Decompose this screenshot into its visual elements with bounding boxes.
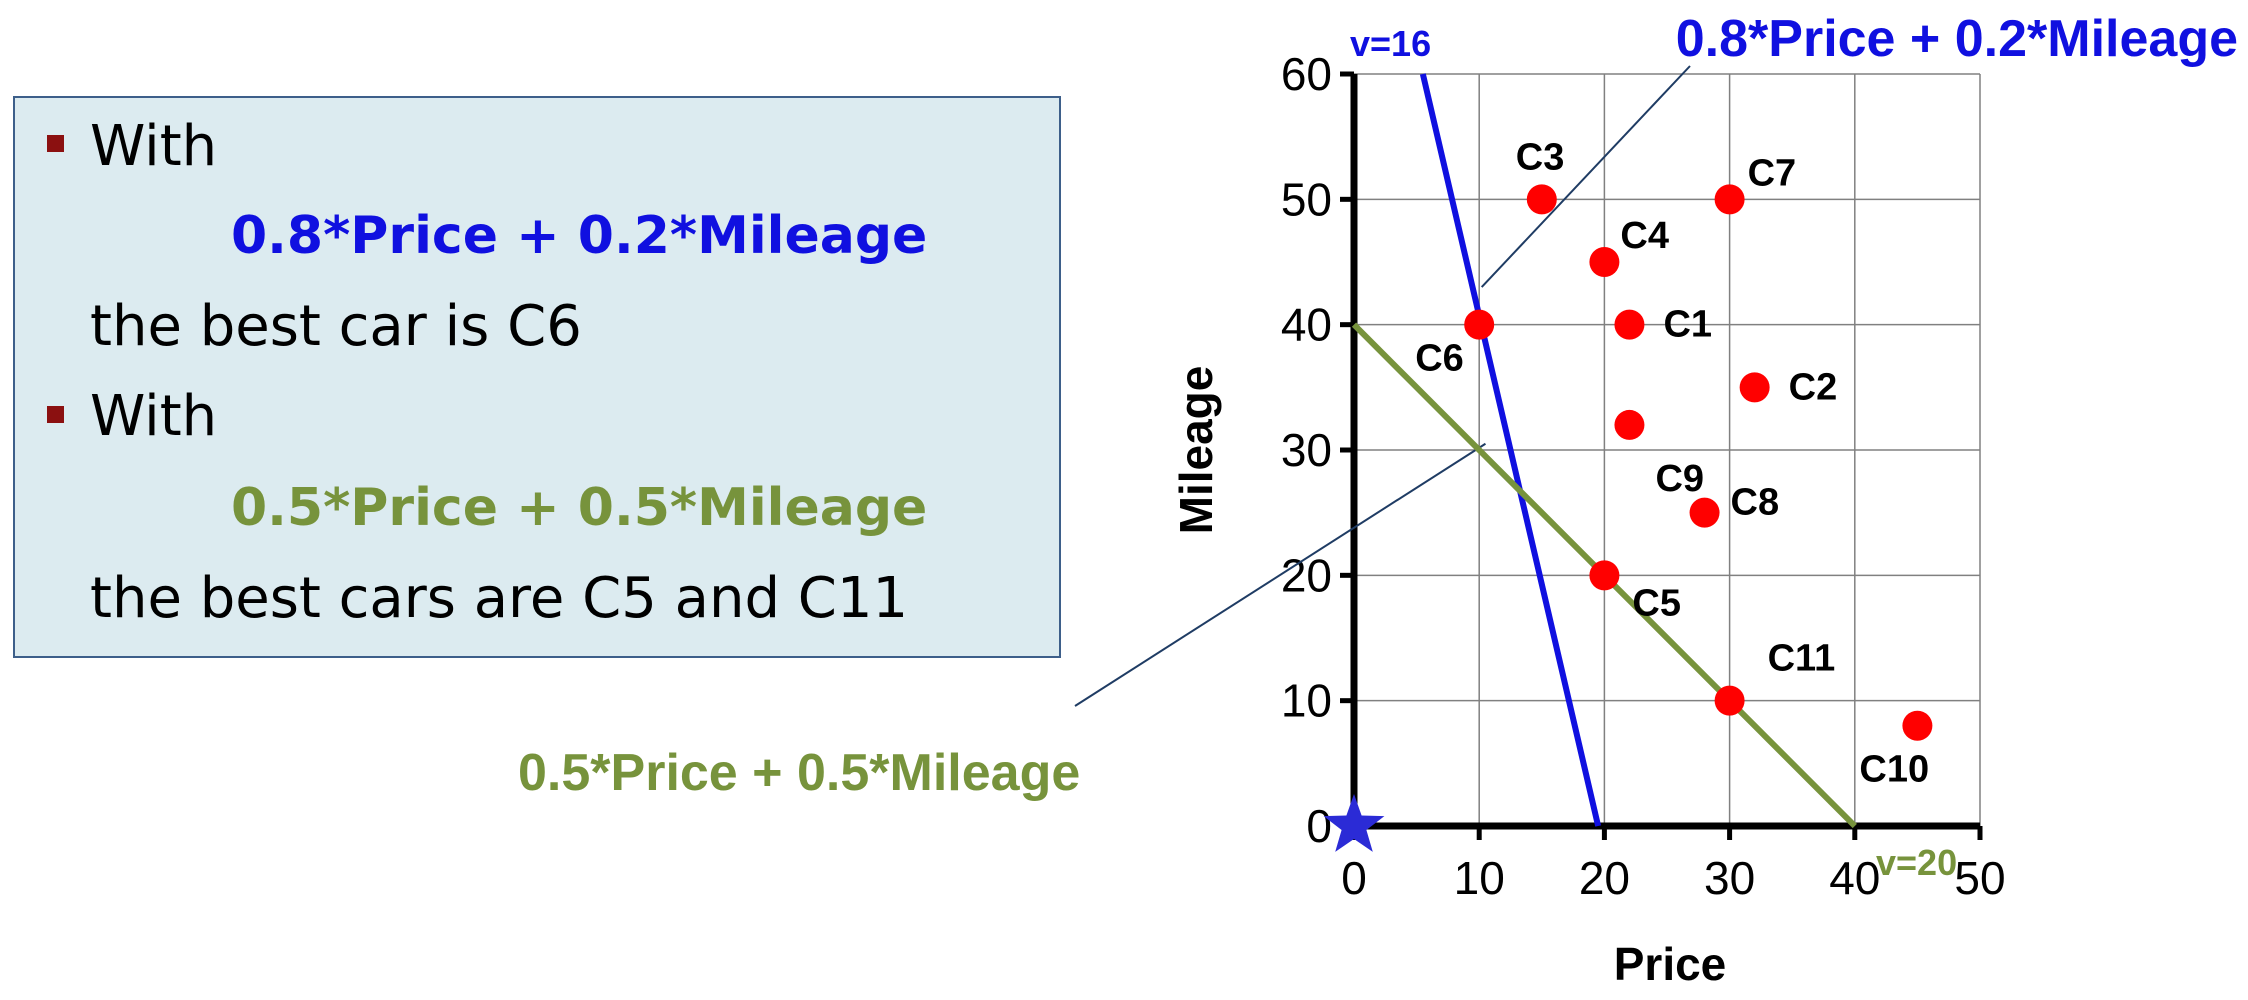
item-2-lead: With [90, 384, 218, 449]
x-axis-label: Price [1614, 938, 1727, 990]
point-c7 [1714, 184, 1745, 215]
blue-iso-line [1419, 73, 1602, 827]
y-tick-label: 60 [1281, 48, 1332, 100]
point-label-c4: C4 [1620, 215, 1669, 257]
v20-label: v=20 [1876, 842, 1957, 883]
point-label-c11: C11 [1768, 638, 1836, 680]
green-callout-leader [1074, 442, 1486, 707]
data-points [1464, 184, 1933, 741]
point-label-c8: C8 [1731, 482, 1780, 524]
y-tick-label: 50 [1281, 173, 1332, 225]
x-tick-label: 10 [1454, 852, 1505, 904]
callout-leaders [1074, 65, 1691, 707]
point-label-c10: C10 [1859, 749, 1929, 791]
point-c8 [1689, 497, 1720, 528]
point-c9 [1614, 409, 1645, 440]
x-tick-label: 0 [1341, 852, 1367, 904]
x-tick-label: 40 [1829, 852, 1880, 904]
point-c3 [1526, 184, 1557, 215]
y-tick-label: 0 [1306, 800, 1332, 852]
x-tick-label: 20 [1579, 852, 1630, 904]
item-1-result: the best car is C6 [90, 294, 582, 359]
point-c11 [1714, 685, 1745, 716]
origin-marker [1323, 794, 1385, 852]
item-2-formula: 0.5*Price + 0.5*Mileage [231, 478, 928, 538]
point-label-c7: C7 [1748, 152, 1797, 194]
point-label-c9: C9 [1655, 458, 1704, 500]
chart-axes [1350, 74, 1980, 830]
explanation-box: With 0.8*Price + 0.2*Mileage the best ca… [13, 96, 1061, 658]
point-label-c5: C5 [1632, 582, 1681, 624]
point-c2 [1739, 372, 1770, 403]
x-tick-label: 30 [1704, 852, 1755, 904]
bullet-2-icon [47, 406, 64, 423]
point-label-c3: C3 [1516, 136, 1565, 178]
point-c1 [1614, 309, 1645, 340]
point-c5 [1589, 560, 1620, 591]
origin-star-icon [1323, 794, 1385, 852]
point-c10 [1902, 710, 1933, 741]
point-c6 [1464, 309, 1495, 340]
green-formula-callout: 0.5*Price + 0.5*Mileage [518, 744, 1080, 802]
item-2-result: the best cars are C5 and C11 [90, 566, 909, 631]
item-1-formula: 0.8*Price + 0.2*Mileage [231, 206, 928, 266]
v16-label: v=16 [1350, 23, 1431, 64]
point-label-c6: C6 [1415, 338, 1464, 380]
point-labels: C1 C2 C3 C4 C5 C6 C7 C8 C9 C10 C11 [1415, 136, 1929, 790]
blue-callout-leader [1480, 65, 1691, 288]
blue-formula-callout: 0.8*Price + 0.2*Mileage [1676, 10, 2238, 68]
point-label-c1: C1 [1663, 304, 1712, 346]
y-axis-label: Mileage [1170, 366, 1222, 535]
x-tick-label: 50 [1954, 852, 2005, 904]
bullet-1-icon [47, 135, 64, 152]
y-tick-label: 40 [1281, 299, 1332, 351]
point-c4 [1589, 247, 1620, 277]
item-1-lead: With [90, 114, 218, 179]
y-tick-label: 10 [1281, 675, 1332, 727]
y-tick-label: 30 [1281, 424, 1332, 476]
point-label-c2: C2 [1789, 366, 1838, 408]
